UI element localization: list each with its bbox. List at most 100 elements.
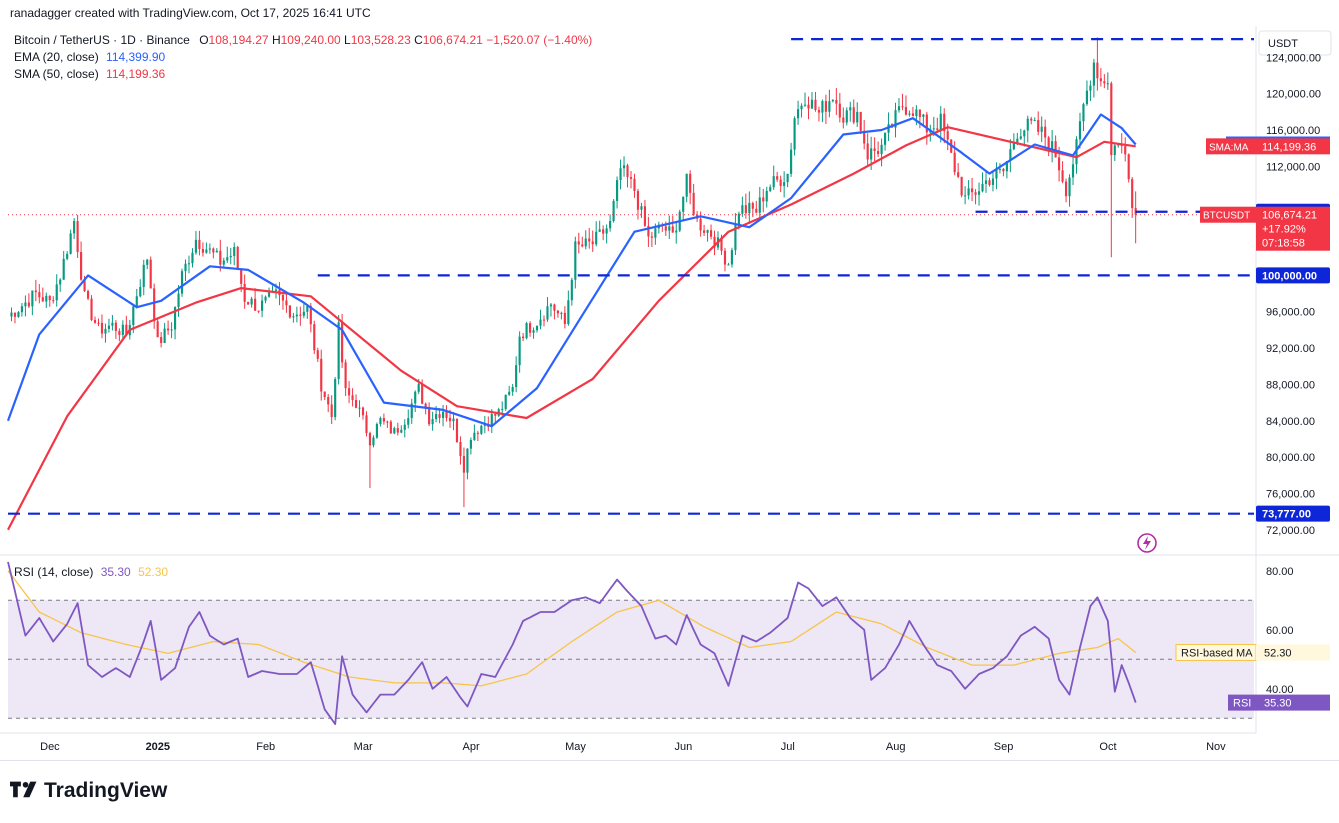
candle[interactable]: [863, 119, 866, 150]
candle[interactable]: [382, 413, 385, 425]
candle[interactable]: [911, 106, 914, 117]
candle[interactable]: [762, 188, 765, 213]
candle[interactable]: [671, 215, 674, 233]
candle[interactable]: [1124, 137, 1127, 162]
candle[interactable]: [1082, 102, 1085, 132]
candle[interactable]: [563, 306, 566, 329]
sma-legend-row[interactable]: SMA (50, close) 114,199.36: [14, 67, 165, 81]
candle[interactable]: [142, 259, 145, 296]
candle[interactable]: [135, 288, 138, 309]
candle[interactable]: [455, 418, 459, 443]
candle[interactable]: [198, 230, 201, 256]
candle[interactable]: [974, 189, 977, 205]
candle[interactable]: [10, 307, 13, 322]
candle[interactable]: [706, 229, 709, 242]
candle[interactable]: [400, 425, 403, 434]
tradingview-logo[interactable]: TradingView: [10, 779, 167, 803]
candle[interactable]: [991, 171, 995, 192]
candle[interactable]: [838, 92, 841, 123]
candle[interactable]: [330, 395, 333, 425]
candle[interactable]: [727, 262, 730, 266]
candle[interactable]: [730, 247, 734, 268]
candle[interactable]: [539, 309, 542, 330]
candle[interactable]: [121, 320, 124, 340]
candle[interactable]: [675, 221, 678, 244]
candle[interactable]: [254, 288, 257, 311]
candle[interactable]: [1009, 139, 1012, 173]
candle[interactable]: [800, 103, 803, 118]
candle[interactable]: [643, 199, 647, 227]
candle[interactable]: [76, 214, 79, 258]
candle[interactable]: [703, 224, 706, 237]
candle[interactable]: [901, 93, 904, 111]
candle[interactable]: [633, 173, 636, 198]
candle[interactable]: [45, 292, 48, 309]
candle[interactable]: [344, 359, 347, 396]
candle[interactable]: [38, 284, 41, 304]
candle[interactable]: [981, 172, 984, 193]
candle[interactable]: [295, 306, 298, 323]
candle[interactable]: [351, 388, 354, 407]
candle[interactable]: [758, 186, 761, 221]
candle[interactable]: [1026, 115, 1029, 143]
candle[interactable]: [1085, 80, 1089, 106]
price-axis-unit-box[interactable]: [1258, 30, 1332, 56]
candle[interactable]: [612, 199, 615, 223]
level-tag[interactable]: [1256, 505, 1330, 522]
candle[interactable]: [73, 218, 76, 240]
candle[interactable]: [1033, 117, 1036, 122]
candle[interactable]: [866, 133, 869, 167]
candle[interactable]: [817, 106, 821, 122]
candle[interactable]: [904, 95, 908, 116]
candle[interactable]: [709, 224, 713, 240]
candle[interactable]: [459, 436, 462, 465]
candle[interactable]: [222, 257, 225, 268]
candle[interactable]: [971, 177, 974, 202]
candle[interactable]: [281, 291, 285, 310]
candle[interactable]: [1113, 142, 1116, 161]
candle[interactable]: [93, 316, 97, 324]
candle[interactable]: [445, 405, 448, 422]
candle[interactable]: [1047, 136, 1050, 157]
candle[interactable]: [114, 320, 117, 340]
candle[interactable]: [1054, 135, 1057, 158]
candle[interactable]: [883, 132, 887, 151]
candle[interactable]: [790, 142, 793, 177]
candle[interactable]: [835, 87, 838, 115]
rsi-value-box[interactable]: [1256, 694, 1330, 711]
candle[interactable]: [1110, 81, 1113, 258]
candle[interactable]: [466, 448, 469, 480]
candle[interactable]: [264, 295, 267, 304]
candle[interactable]: [619, 159, 622, 190]
candle[interactable]: [849, 101, 852, 122]
candle[interactable]: [438, 408, 441, 424]
candle[interactable]: [897, 98, 901, 113]
ema-legend-row[interactable]: EMA (20, close) 114,399.90: [14, 50, 165, 64]
candle[interactable]: [584, 230, 587, 250]
candle[interactable]: [285, 293, 288, 313]
candle[interactable]: [769, 184, 772, 193]
candle[interactable]: [598, 220, 601, 233]
candle[interactable]: [936, 117, 939, 134]
candle[interactable]: [668, 215, 671, 239]
candle[interactable]: [556, 309, 559, 318]
candle[interactable]: [605, 224, 608, 244]
candle[interactable]: [215, 248, 218, 253]
candle[interactable]: [428, 402, 431, 426]
candle[interactable]: [233, 242, 236, 266]
candle[interactable]: [1075, 136, 1078, 174]
candle[interactable]: [803, 92, 807, 107]
candle[interactable]: [977, 182, 981, 206]
candle[interactable]: [156, 318, 159, 338]
candle[interactable]: [1005, 160, 1008, 179]
candle[interactable]: [31, 290, 34, 316]
candle[interactable]: [386, 420, 389, 428]
candle[interactable]: [149, 256, 152, 289]
candle[interactable]: [609, 214, 612, 232]
candle[interactable]: [163, 322, 166, 344]
candle[interactable]: [1044, 119, 1047, 150]
candle[interactable]: [511, 384, 514, 396]
candle[interactable]: [783, 171, 786, 198]
candle[interactable]: [591, 230, 594, 252]
candle[interactable]: [786, 173, 789, 188]
